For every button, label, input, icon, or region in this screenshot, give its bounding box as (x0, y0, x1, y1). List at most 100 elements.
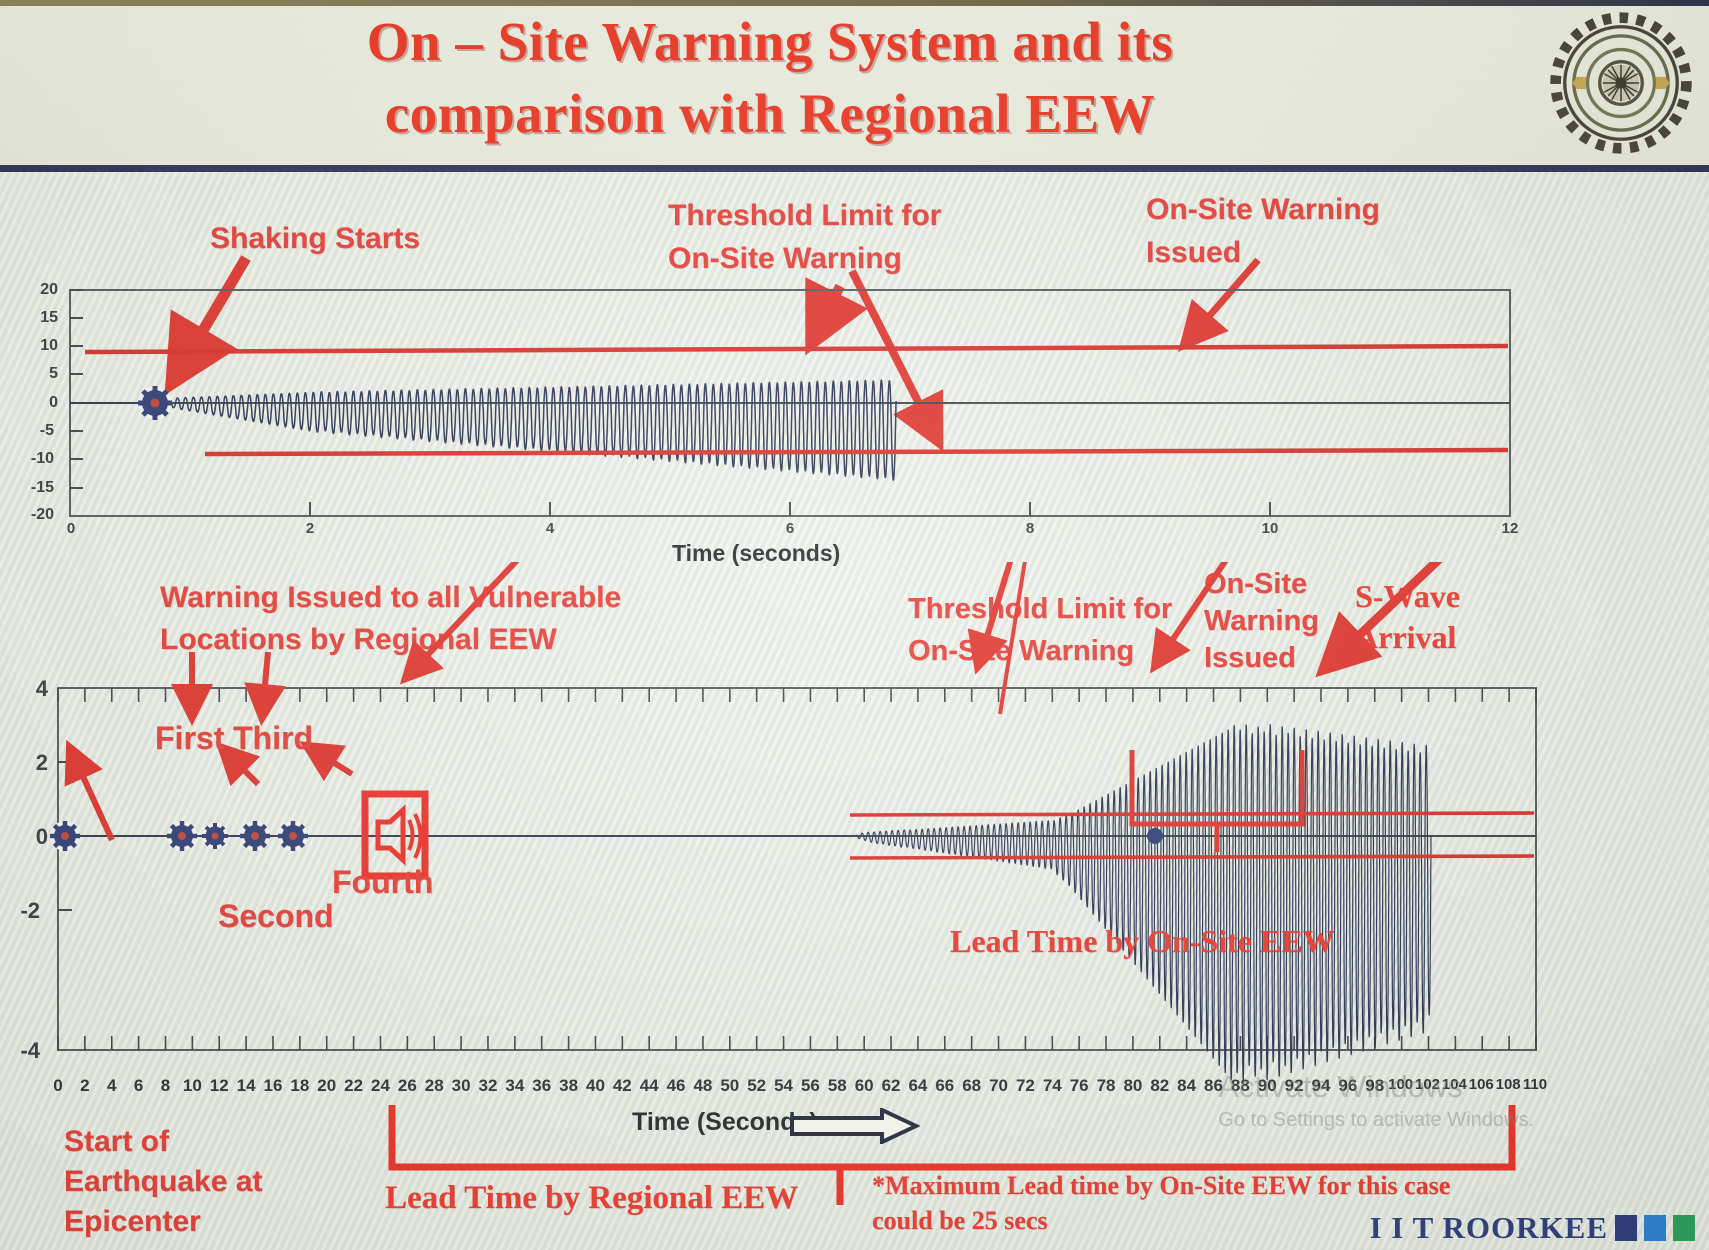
bottom-chart-xtick: 102 (1414, 1076, 1441, 1093)
onsite-warning-marker (1147, 828, 1163, 844)
top-chart-ytick: -20 (30, 506, 54, 523)
bottom-chart-xtick: 46 (666, 1076, 686, 1095)
top-chart-plot (69, 289, 1511, 517)
lead-time-regional-bracket (388, 1105, 1516, 1205)
brand-swatch-blue (1644, 1215, 1666, 1241)
event-marker-third (240, 821, 270, 851)
annotation-shaking-starts: Shaking Starts (210, 222, 421, 255)
footer-brand-text: I I T ROORKEE (1369, 1210, 1608, 1245)
bottom-chart-xtick: 94 (1311, 1076, 1331, 1095)
bottom-chart-xtick: 84 (1177, 1076, 1197, 1095)
bottom-chart-xtick: 54 (774, 1076, 794, 1095)
annotation-onsite-warning-issued-bottom: On-Site Warning Issued (1204, 568, 1319, 674)
page-title-line1: On – Site Warning System and its (366, 11, 1174, 72)
bottom-chart-xtick: 34 (505, 1076, 525, 1095)
bottom-chart-xtick: 58 (827, 1076, 847, 1095)
event-marker-fourth (278, 821, 308, 851)
bottom-chart-plot (50, 687, 1537, 1081)
bottom-chart-xtick: 110 (1522, 1076, 1548, 1093)
event-marker-start-of-earthquake (50, 821, 80, 851)
bottom-chart-ytick: 0 (35, 824, 48, 849)
bottom-chart-xtick: 52 (747, 1076, 767, 1095)
top-chart-xaxis-title: Time (seconds) (672, 540, 841, 566)
shaking-start-marker (138, 386, 172, 420)
bottom-chart-xtick: 68 (962, 1076, 982, 1095)
bottom-chart-xtick: 108 (1495, 1076, 1521, 1093)
bottom-chart-xtick: 14 (236, 1076, 256, 1095)
bottom-chart-xtick: 16 (263, 1076, 283, 1095)
top-chart-ytick: 0 (49, 394, 58, 411)
bottom-chart-xtick: 18 (290, 1076, 310, 1095)
brand-swatch-green (1673, 1215, 1695, 1241)
bottom-chart-xtick: 100 (1388, 1076, 1414, 1093)
top-chart-xtick: 2 (305, 520, 315, 537)
top-chart-xtick: 0 (66, 520, 76, 537)
bottom-chart-xtick: 62 (881, 1076, 901, 1095)
bottom-chart-xaxis-title: Time (Seconds) (632, 1108, 818, 1136)
bottom-chart-xtick: 78 (1096, 1076, 1116, 1095)
bottom-chart-xtick: 50 (720, 1076, 740, 1095)
bottom-chart-annotation-arrows (64, 562, 1443, 852)
label-third: Third (233, 720, 313, 756)
bottom-chart-xtick: 56 (800, 1076, 820, 1095)
bottom-chart-xtick-row: 0 2 4 6 8 10 12 14 16 18 20 22 24 26 28 30 32 34 36 38 40 42 4… (0, 1076, 1709, 1102)
annotation-threshold-limit-bottom: Threshold Limit for On-Site Warning (908, 593, 1173, 667)
page-title: On – Site Warning System and its compari… (120, 6, 1420, 150)
iit-roorkee-emblem-icon (1550, 12, 1692, 154)
threshold-line-upper (84, 343, 1509, 355)
bottom-chart-xtick: 4 (107, 1076, 117, 1095)
bottom-chart-xtick: 32 (478, 1076, 498, 1095)
top-chart-ytick: -10 (30, 450, 54, 467)
bottom-chart-xtick: 86 (1204, 1076, 1223, 1095)
top-chart-ytick: -5 (39, 422, 54, 439)
event-marker-first (167, 821, 197, 851)
footnote-max-lead-time: *Maximum Lead time by On-Site EEW for th… (872, 1171, 1451, 1235)
event-marker-second (202, 823, 228, 849)
bottom-chart-xtick: 74 (1042, 1076, 1062, 1095)
bottom-chart-xtick: 44 (639, 1076, 659, 1095)
bottom-chart-xtick: 106 (1468, 1076, 1494, 1093)
bottom-chart-ytick: -4 (20, 1038, 40, 1063)
bottom-chart-ytick: 4 (35, 676, 48, 701)
iit-roorkee-footer-brand: I I T ROORKEE (1370, 1210, 1695, 1246)
top-chart-xtick: 4 (545, 520, 555, 537)
top-chart-arrows (164, 255, 1261, 452)
time-direction-arrow-icon (790, 1108, 921, 1144)
bottom-chart-xtick: 70 (989, 1076, 1008, 1095)
bottom-chart-ytick: -2 (20, 898, 40, 923)
label-start-of-earthquake: Start of Earthquake at Epicenter (64, 1125, 263, 1238)
label-second: Second (218, 898, 334, 934)
bottom-chart-xtick: 64 (908, 1076, 928, 1095)
page-title-line2: comparison with Regional EEW (384, 83, 1156, 144)
bottom-chart-xtick: 8 (160, 1076, 171, 1095)
header-divider (0, 165, 1709, 172)
bottom-chart-xtick: 36 (532, 1076, 552, 1095)
bottom-chart-xtick: 28 (424, 1076, 444, 1095)
brand-swatch-navy (1615, 1215, 1637, 1241)
top-chart-ytick: 20 (40, 281, 58, 298)
top-chart-ytick: 10 (40, 337, 58, 354)
bottom-chart-xtick: 76 (1069, 1076, 1089, 1095)
bottom-chart-xtick: 80 (1123, 1076, 1143, 1095)
header-top-accent-bar (0, 0, 1709, 6)
bottom-chart-xtick: 6 (133, 1076, 144, 1095)
bottom-chart-xtick: 30 (451, 1076, 471, 1095)
bottom-chart-xtick: 0 (53, 1076, 63, 1095)
top-chart-xtick: 8 (1025, 520, 1035, 537)
bottom-chart-xtick: 66 (935, 1076, 955, 1095)
annotation-onsite-warning-issued-top: On-Site Warning Issued (1146, 193, 1380, 269)
top-chart-trace (70, 379, 897, 481)
watermark-line1: Activate Windows (1218, 1069, 1463, 1104)
bottom-threshold-upper (849, 811, 1535, 817)
threshold-line-lower (204, 447, 1509, 457)
bottom-chart-xtick: 72 (1015, 1076, 1035, 1095)
label-first: First (155, 720, 225, 756)
top-chart-ytick: -15 (30, 479, 54, 496)
bottom-chart-xtick: 2 (80, 1076, 90, 1095)
bottom-threshold-lower (849, 854, 1535, 860)
top-chart-ytick: 5 (49, 365, 58, 382)
slide-header: On – Site Warning System and its compari… (0, 0, 1709, 172)
label-fourth: Fourth (332, 864, 434, 900)
bottom-chart-ytick: 2 (35, 750, 48, 775)
